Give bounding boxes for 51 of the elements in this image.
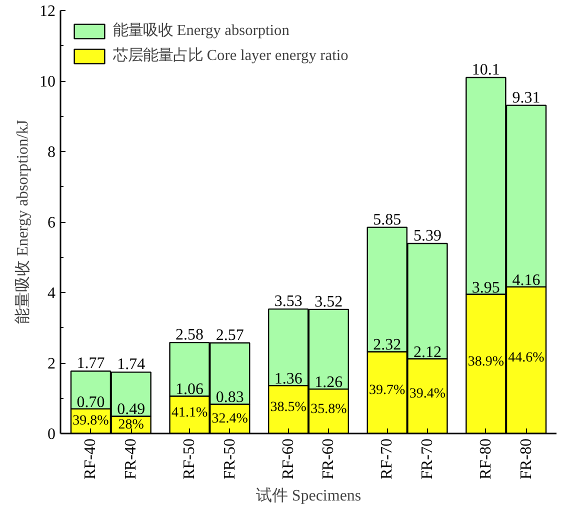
x-tick-label: RF-80	[477, 438, 494, 480]
x-tick-label: FR-40	[122, 438, 140, 480]
data-label: 0.83	[216, 389, 244, 406]
total-label: 3.52	[314, 293, 343, 310]
x-tick-label: RF-40	[82, 438, 100, 480]
annotation: 39.8%	[72, 414, 110, 429]
total-label: 3.53	[274, 293, 302, 310]
annotation: 32.4%	[212, 411, 248, 426]
total-label: 1.74	[117, 356, 146, 374]
y-tick-label: 2	[48, 356, 56, 372]
annotation: 39.7%	[369, 383, 406, 398]
data-label: 1.06	[176, 381, 204, 398]
annotation: 44.6%	[508, 350, 545, 366]
total-label: 2.58	[176, 326, 204, 344]
y-tick-label: 4	[48, 285, 56, 302]
y-tick-label: 12	[40, 3, 56, 20]
x-tick-label: RF-70	[378, 438, 396, 480]
x-axis-title: 试件 Specimens	[256, 486, 362, 504]
total-label: 5.85	[373, 211, 402, 228]
legend-label: 芯层能量占比 Core layer energy ratio	[113, 46, 348, 66]
legend-label: 能量吸收 Energy absorption	[113, 21, 290, 41]
x-tick-label: FR-70	[418, 438, 436, 480]
total-label: 9.31	[512, 89, 540, 106]
annotation: 38.5%	[270, 400, 307, 416]
data-label: 0.70	[76, 394, 105, 411]
total-label: 10.1	[472, 61, 500, 78]
y-tick-label: 10	[40, 74, 56, 90]
annotation: 28%	[118, 417, 144, 432]
x-tick-label: FR-80	[518, 438, 535, 480]
data-label: 3.95	[472, 279, 500, 296]
data-label: 2.32	[373, 336, 402, 354]
y-tick-label: 0	[48, 426, 56, 443]
x-tick-label: RF-60	[280, 438, 297, 480]
annotation: 39.4%	[409, 386, 446, 402]
data-label: 2.12	[413, 344, 442, 361]
total-label: 5.39	[413, 228, 442, 245]
total-label: 2.57	[216, 326, 244, 344]
x-tick-label: FR-50	[221, 438, 238, 480]
y-axis-title: 能量吸收 Energy absorption/kJ	[14, 120, 32, 324]
y-tick-label: 6	[48, 214, 56, 232]
data-label: 1.26	[314, 374, 343, 392]
total-label: 1.77	[76, 355, 105, 372]
annotation: 41.1%	[171, 405, 208, 420]
annotation: 35.8%	[310, 402, 348, 417]
x-tick-label: RF-50	[181, 438, 198, 480]
annotation: 38.9%	[468, 354, 504, 370]
data-label: 1.36	[274, 370, 302, 388]
data-label: 4.16	[512, 272, 540, 289]
y-tick-label: 8	[48, 144, 56, 161]
data-label: 0.49	[117, 401, 146, 418]
x-tick-label: FR-60	[320, 438, 338, 480]
